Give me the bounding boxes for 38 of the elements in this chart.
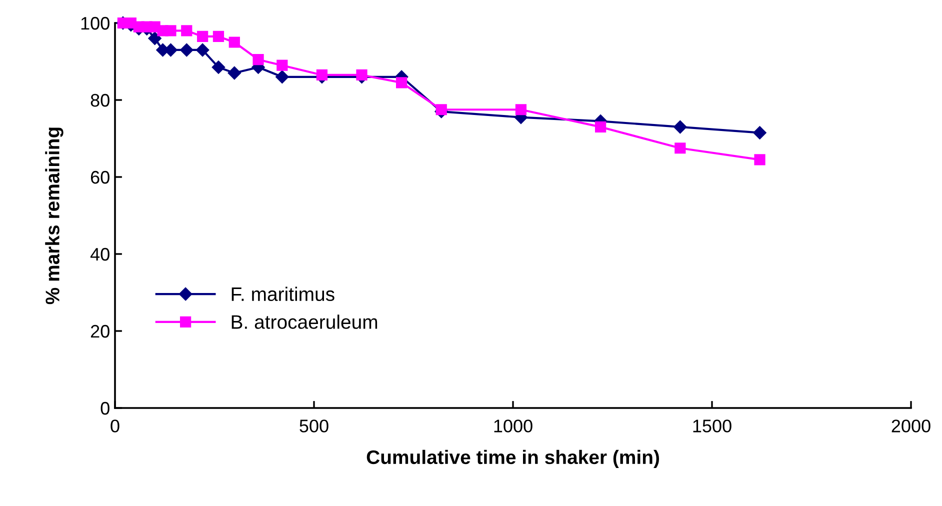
point xyxy=(595,121,606,133)
point xyxy=(212,30,224,42)
point xyxy=(356,69,368,81)
point xyxy=(165,25,176,36)
point xyxy=(212,60,226,74)
point xyxy=(228,66,241,80)
point xyxy=(197,30,208,42)
point xyxy=(515,104,527,116)
x-axis-title: Cumulative time in shaker (min) xyxy=(366,450,659,468)
point xyxy=(228,36,240,48)
point xyxy=(180,43,194,57)
point xyxy=(276,60,288,71)
legend-label: B. atrocaeruleum xyxy=(232,314,378,329)
y-tick-label: 100 xyxy=(81,16,110,30)
point xyxy=(316,69,328,81)
y-tick-label: 40 xyxy=(90,248,110,261)
x-tick-label: 1500 xyxy=(693,420,732,432)
y-tick-label: 0 xyxy=(100,402,110,415)
point xyxy=(252,54,264,66)
point xyxy=(148,32,162,45)
x-tick-label: 500 xyxy=(300,420,328,432)
y-tick-label: 80 xyxy=(90,94,110,107)
y-tick-label: 60 xyxy=(90,170,110,184)
y-axis-title: % marks remaining xyxy=(45,128,64,304)
point xyxy=(196,43,210,57)
point xyxy=(754,154,766,166)
point xyxy=(753,126,766,140)
point xyxy=(396,77,408,88)
x-tick-label: 2000 xyxy=(892,420,930,432)
x-tick-label: 1000 xyxy=(494,420,532,432)
point xyxy=(181,25,192,36)
x-tick-label: 0 xyxy=(110,420,120,432)
point xyxy=(674,142,686,154)
y-tick-label: 20 xyxy=(90,324,110,338)
point xyxy=(674,120,687,134)
legend-label: F. maritimus xyxy=(232,286,334,302)
point xyxy=(276,70,289,84)
point xyxy=(436,104,447,116)
